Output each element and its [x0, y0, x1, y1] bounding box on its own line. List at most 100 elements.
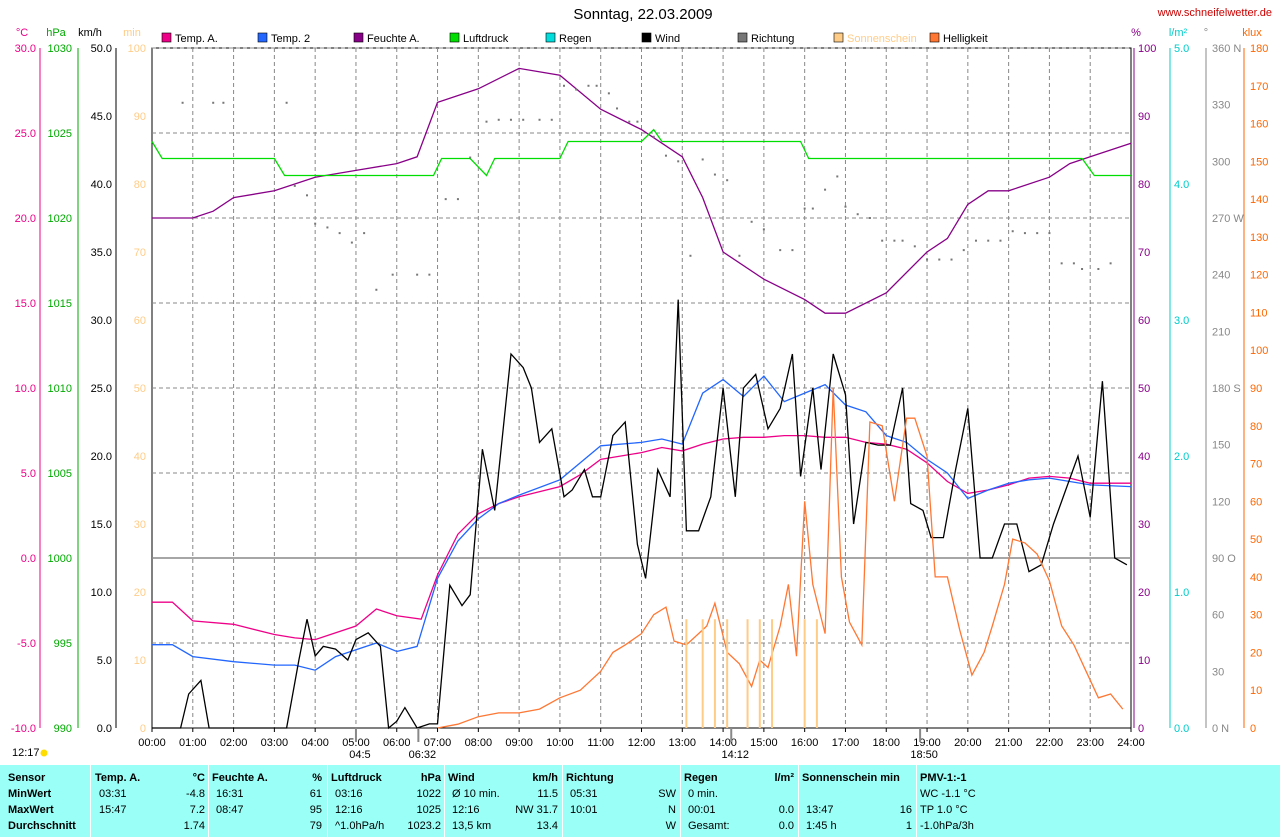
- axis-tick-temp: 30.0: [15, 43, 36, 55]
- marker-label: 06:32: [409, 749, 437, 761]
- table-divider: [90, 765, 91, 837]
- table-divider: [680, 765, 681, 837]
- axis-tick-brightness: 150: [1250, 156, 1268, 168]
- table-cell: 00:01: [688, 804, 716, 816]
- axis-unit-pressure: hPa: [46, 27, 66, 39]
- table-header-unit: hPa: [420, 772, 441, 784]
- axis-tick-humidity: 20: [1138, 587, 1150, 599]
- legend-label: Regen: [559, 33, 591, 45]
- table-header: Sensor: [8, 772, 46, 784]
- legend-label: Helligkeit: [943, 33, 988, 45]
- axis-tick-direction: 0 N: [1212, 723, 1229, 735]
- table-header: Temp. A.: [95, 772, 141, 784]
- x-tick-label: 17:00: [832, 737, 860, 749]
- axis-tick-sun: 50: [134, 383, 146, 395]
- point-richtung: [1072, 262, 1075, 265]
- point-richtung: [1081, 268, 1084, 270]
- x-tick-label: 14:00: [709, 737, 737, 749]
- point-richtung: [893, 239, 896, 242]
- axis-tick-brightness: 160: [1250, 119, 1268, 131]
- table-cell: 05:31: [570, 788, 598, 800]
- x-tick-label: 11:00: [587, 737, 614, 749]
- point-richtung: [350, 241, 353, 244]
- line-temp-a-: [152, 434, 1131, 641]
- series-layer: [151, 67, 1132, 730]
- axis-tick-direction: 300: [1212, 156, 1230, 168]
- point-richtung: [416, 273, 419, 276]
- point-richtung: [803, 207, 806, 210]
- table-cell: 1: [905, 820, 912, 832]
- table-cell: 16: [899, 804, 912, 816]
- axes: °C 30.0 25.0 20.0 15.0 10.0 5.0 0.0 -5.0 -10.0 hPa…: [11, 27, 1268, 735]
- axis-tick-brightness: 20: [1250, 647, 1262, 659]
- point-richtung: [509, 118, 512, 121]
- axis-tick-sun: 40: [134, 451, 146, 463]
- table-cell: 1.74: [183, 820, 205, 832]
- x-tick-label: 04:00: [301, 737, 329, 749]
- axis-tick-sun: 20: [134, 587, 146, 599]
- axis-tick-sun: 100: [128, 43, 146, 55]
- point-richtung: [1097, 268, 1100, 270]
- axis-tick-direction: 360 N: [1212, 43, 1241, 55]
- table-cell: 1023.2: [407, 820, 441, 832]
- legend-label: Temp. A.: [175, 33, 218, 45]
- x-tick-label: 13:00: [669, 737, 697, 749]
- x-tick-label: 10:00: [546, 737, 574, 749]
- point-richtung: [293, 184, 296, 187]
- axis-tick-sun: 0: [140, 723, 146, 735]
- table-cell: 1025: [416, 804, 441, 816]
- point-richtung: [868, 217, 871, 219]
- point-richtung: [791, 249, 794, 252]
- x-tick-label: 03:00: [261, 737, 289, 749]
- x-tick-label: 23:00: [1076, 737, 1104, 749]
- axis-tick-wind: 10.0: [91, 587, 112, 599]
- point-richtung: [485, 120, 488, 123]
- axis-unit-wind: km/h: [78, 27, 102, 39]
- x-tick-label: 08:00: [465, 737, 493, 749]
- point-richtung: [607, 92, 610, 95]
- axis-tick-direction: 120: [1212, 496, 1230, 508]
- axis-tick-sun: 10: [134, 655, 146, 667]
- time-label: 12:17: [12, 747, 40, 759]
- table-cell: 0.0: [778, 804, 794, 816]
- axis-tick-rain: 5.0: [1174, 43, 1189, 55]
- table-cell: 16:31: [216, 788, 244, 800]
- axis-tick-rain: 4.0: [1174, 179, 1189, 191]
- axis-tick-temp: -10.0: [11, 723, 36, 735]
- axis-tick-pressure: 990: [54, 723, 72, 735]
- point-richtung: [522, 118, 525, 121]
- x-tick-label: 19:00: [913, 737, 941, 749]
- point-richtung: [677, 160, 680, 163]
- point-richtung: [222, 101, 225, 104]
- source-link[interactable]: www.schneifelwetter.de: [1157, 7, 1272, 19]
- chart-title: Sonntag, 22.03.2009: [573, 6, 712, 23]
- point-richtung: [391, 273, 394, 276]
- point-richtung: [181, 101, 184, 104]
- table-cell: 10:01: [570, 804, 598, 816]
- axis-unit-rain: l/m²: [1169, 27, 1188, 39]
- table-divider: [798, 765, 799, 837]
- table-cell: 11.5: [537, 788, 558, 800]
- point-richtung: [824, 188, 827, 191]
- table-cell: TP 1.0 °C: [920, 804, 968, 816]
- axis-tick-rain: 3.0: [1174, 315, 1189, 327]
- line-luftdruck: [151, 128, 1131, 177]
- axis-tick-brightness: 120: [1250, 270, 1268, 282]
- axis-tick-brightness: 40: [1250, 572, 1262, 584]
- axis-unit-sun: min: [123, 27, 141, 39]
- legend-swatch: [449, 32, 460, 43]
- line-wind: [152, 299, 1128, 730]
- x-axis: 00:00 01:00 02:00 03:00 04:00 05:00 06:00 07:00…: [138, 728, 1145, 749]
- table-cell: 12:16: [335, 804, 363, 816]
- legend-swatch: [257, 32, 268, 43]
- axis-tick-direction: 330: [1212, 100, 1230, 112]
- axis-tick-wind: 35.0: [91, 247, 112, 259]
- x-tick-label: 07:00: [424, 737, 452, 749]
- point-richtung: [456, 198, 459, 201]
- point-richtung: [575, 88, 578, 91]
- table-cell: 1022: [416, 788, 441, 800]
- legend-label: Luftdruck: [463, 33, 509, 45]
- axis-tick-temp: 20.0: [15, 213, 36, 225]
- weather-chart: Sonntag, 22.03.2009 www.schneifelwetter.…: [11, 6, 1272, 761]
- point-richtung: [363, 232, 366, 235]
